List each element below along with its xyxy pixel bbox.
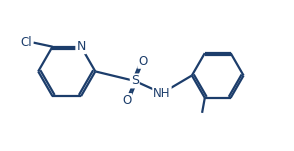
Text: Cl: Cl xyxy=(21,36,32,49)
Text: O: O xyxy=(122,94,131,107)
Text: NH: NH xyxy=(153,87,171,100)
Text: N: N xyxy=(76,40,86,53)
Text: S: S xyxy=(131,74,139,87)
Text: O: O xyxy=(138,55,148,68)
